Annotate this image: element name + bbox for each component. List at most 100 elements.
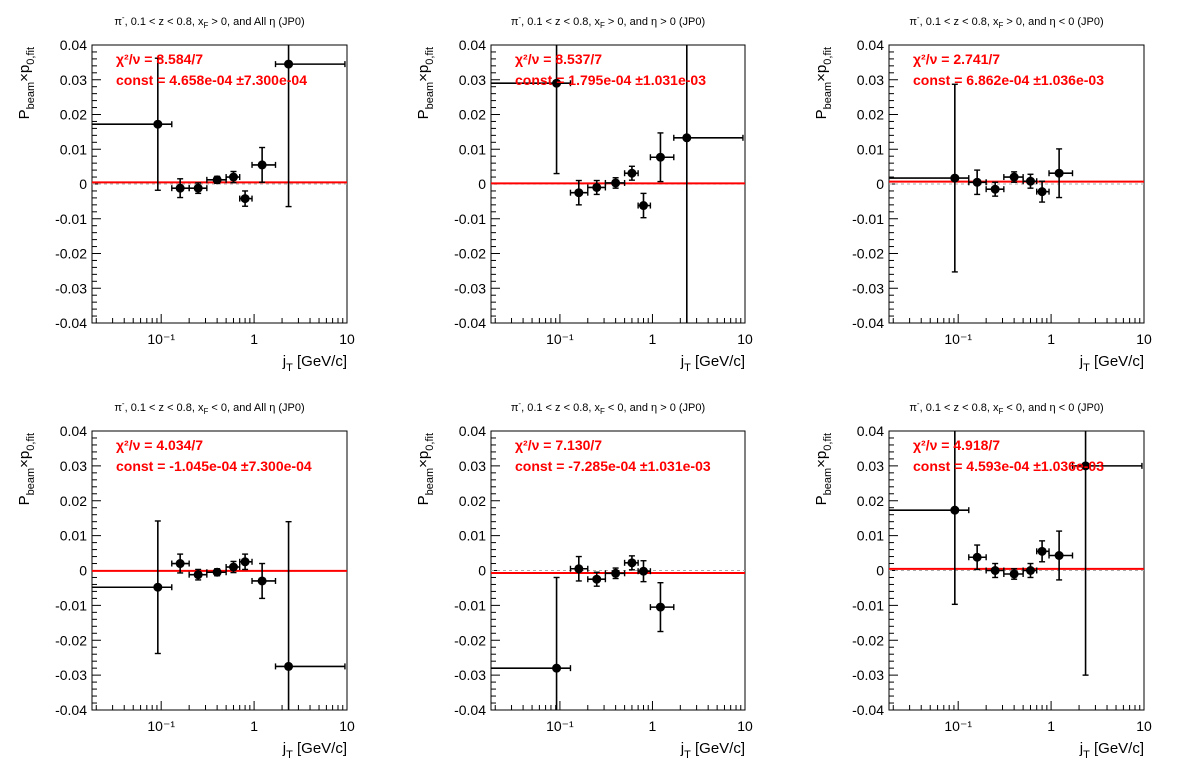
data-point — [1048, 530, 1074, 581]
data-marker — [1009, 569, 1019, 579]
y-tick-label: -0.04 — [852, 315, 884, 331]
y-tick-label: 0.01 — [60, 528, 87, 544]
x-tick-label: 10 — [737, 718, 753, 734]
data-marker — [592, 182, 602, 192]
y-tick-label: -0.02 — [454, 632, 486, 648]
y-tick-label: -0.04 — [55, 315, 87, 331]
y-tick-label: -0.03 — [454, 667, 486, 683]
x-tick-label: 1 — [250, 331, 258, 347]
data-point — [1071, 431, 1143, 676]
data-point — [623, 555, 639, 571]
data-marker — [990, 566, 1000, 575]
data-marker — [638, 201, 648, 211]
y-tick-label: 0.01 — [857, 141, 884, 157]
data-point — [1022, 173, 1038, 189]
y-axis-label: Pbeam×p0,fit — [813, 47, 834, 119]
y-tick-label: -0.01 — [852, 597, 884, 613]
data-point — [1036, 180, 1050, 203]
y-tick-label: 0.02 — [459, 107, 486, 123]
y-tick-label: -0.02 — [454, 246, 486, 262]
data-marker — [175, 559, 185, 569]
data-marker — [1025, 566, 1035, 575]
x-tick-label: 10 — [339, 718, 355, 734]
data-marker — [1025, 176, 1035, 186]
data-point — [569, 179, 589, 206]
data-marker — [655, 152, 665, 162]
data-point — [587, 571, 607, 587]
y-tick-label: 0 — [478, 176, 486, 192]
x-axis-label: jT [GeV/c] — [1079, 353, 1144, 374]
x-tick-label: 1 — [649, 331, 657, 347]
data-marker — [627, 168, 637, 178]
data-marker — [552, 663, 562, 673]
data-point — [251, 146, 277, 183]
data-marker — [972, 177, 982, 187]
data-point — [274, 45, 346, 208]
data-marker — [1037, 187, 1047, 197]
x-tick-label: 1 — [1047, 718, 1055, 734]
data-marker — [655, 602, 665, 612]
chart-panel-6: π-, 0.1 < z < 0.8, xF < 0, and η < 0 (JP… — [813, 399, 1152, 761]
data-point — [92, 520, 173, 655]
x-tick-label: 1 — [649, 718, 657, 734]
y-tick-label: -0.02 — [852, 246, 884, 262]
chart-panel-1: π-, 0.1 < z < 0.8, xF > 0, and All η (JP… — [16, 13, 355, 374]
data-point — [889, 431, 970, 606]
y-tick-label: 0.03 — [459, 458, 486, 474]
y-tick-label: 0.02 — [857, 107, 884, 123]
data-point — [673, 45, 744, 323]
data-marker — [228, 172, 238, 182]
data-marker — [153, 119, 163, 129]
data-marker — [257, 576, 267, 586]
y-axis-label: Pbeam×p0,fit — [813, 433, 834, 505]
data-point — [637, 560, 652, 583]
data-marker — [257, 160, 267, 170]
fit-const-text: const = 4.658e-04 ±7.300e-04 — [116, 72, 307, 88]
data-marker — [627, 558, 637, 568]
data-point — [889, 83, 970, 273]
fit-const-text: const = -1.045e-04 ±7.300e-04 — [116, 458, 312, 474]
y-tick-label: -0.04 — [852, 702, 884, 718]
data-marker — [193, 183, 203, 193]
data-point — [1003, 171, 1024, 183]
data-marker — [175, 183, 185, 193]
x-axis-label: jT [GeV/c] — [1079, 740, 1144, 761]
data-point — [968, 169, 987, 196]
chart-title: π-, 0.1 < z < 0.8, xF > 0, and All η (JP… — [114, 13, 304, 30]
data-point — [649, 582, 675, 633]
y-tick-label: 0.04 — [459, 423, 486, 439]
y-tick-label: 0.04 — [857, 423, 884, 439]
data-point — [968, 544, 987, 571]
data-marker — [682, 133, 692, 143]
data-marker — [574, 188, 584, 198]
fit-chi2-text: χ²/ν = 8.537/7 — [515, 51, 602, 67]
data-point — [491, 576, 572, 710]
data-marker — [212, 567, 222, 577]
chart-panel-4: π-, 0.1 < z < 0.8, xF < 0, and All η (JP… — [16, 399, 355, 761]
data-marker — [950, 173, 960, 183]
data-marker — [592, 574, 602, 584]
x-tick-label: 10⁻¹ — [944, 331, 972, 347]
data-marker — [1054, 168, 1064, 178]
data-point — [206, 567, 227, 577]
fit-chi2-text: χ²/ν = 2.741/7 — [913, 51, 1000, 67]
y-tick-label: 0.04 — [857, 37, 884, 53]
y-tick-label: -0.03 — [55, 667, 87, 683]
chart-title: π-, 0.1 < z < 0.8, xF < 0, and η > 0 (JP… — [511, 399, 705, 416]
y-tick-label: 0.04 — [60, 37, 87, 53]
y-tick-label: -0.02 — [55, 246, 87, 262]
y-tick-label: -0.01 — [454, 211, 486, 227]
data-marker — [611, 568, 621, 578]
data-point — [587, 179, 607, 196]
y-tick-label: -0.03 — [454, 280, 486, 296]
y-tick-label: 0 — [876, 563, 884, 579]
data-point — [1003, 568, 1024, 580]
data-point — [188, 182, 208, 195]
x-tick-label: 10 — [1136, 718, 1152, 734]
y-tick-label: -0.01 — [852, 211, 884, 227]
y-tick-label: 0 — [79, 176, 87, 192]
data-marker — [240, 557, 250, 567]
data-point — [604, 567, 626, 580]
x-axis-label: jT [GeV/c] — [282, 353, 347, 374]
